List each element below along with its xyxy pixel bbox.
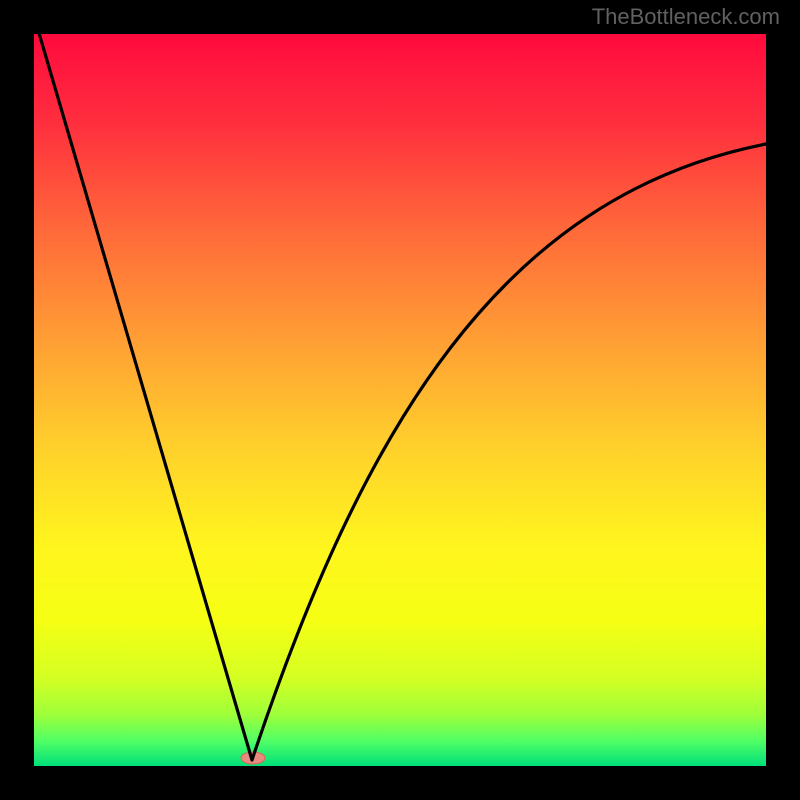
chart-container: TheBottleneck.com — [0, 0, 800, 800]
watermark-text: TheBottleneck.com — [592, 4, 780, 30]
bottleneck-curve-chart — [0, 0, 800, 800]
plot-gradient-background — [34, 34, 766, 766]
